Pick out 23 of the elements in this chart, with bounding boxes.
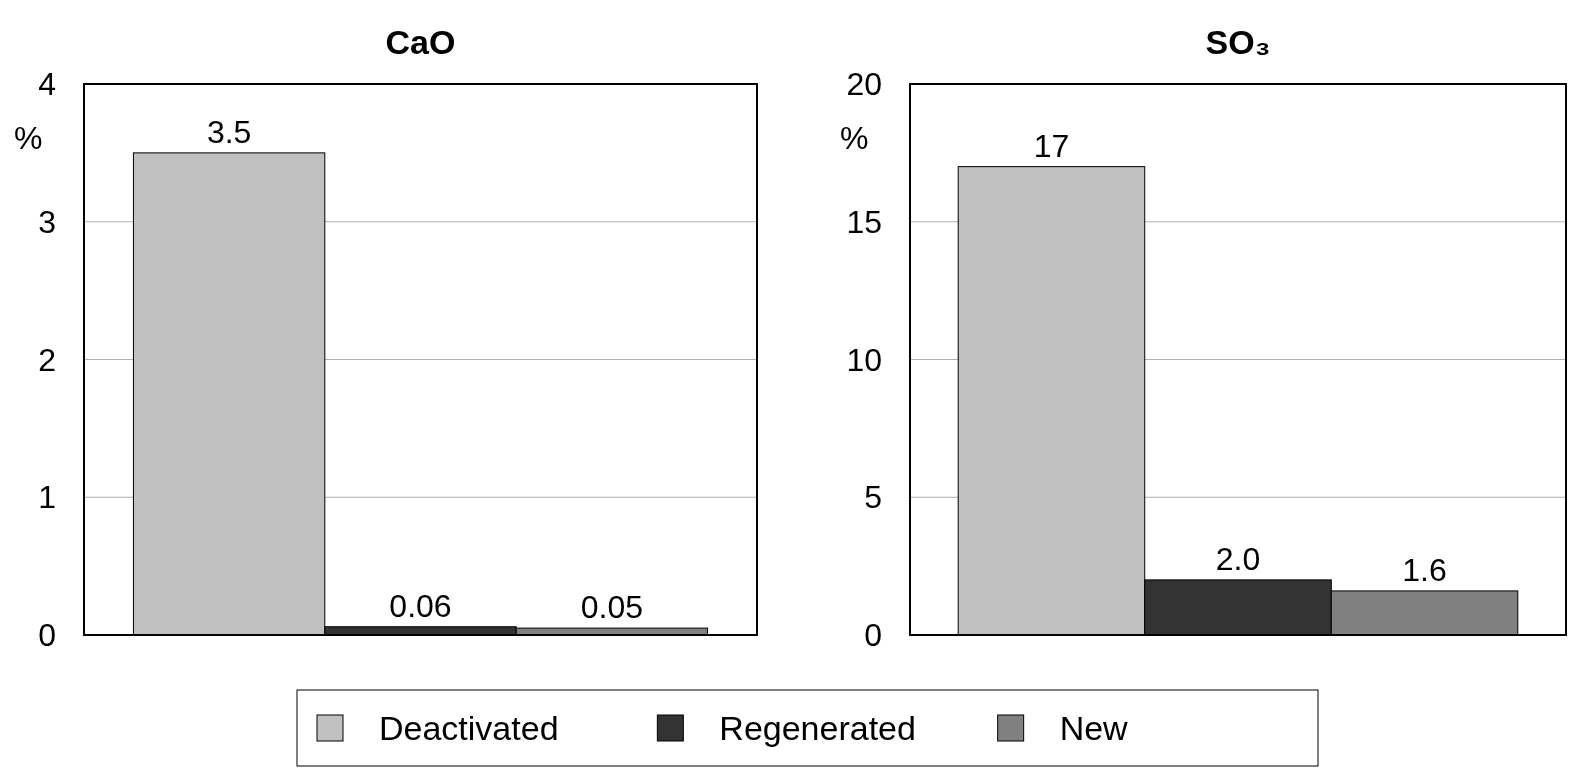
legend-label: Deactivated [379,708,559,747]
y-tick-label: 15 [846,203,882,240]
y-tick-label: 2 [38,341,56,378]
y-tick-label: 4 [38,66,56,103]
y-tick-label: 5 [864,479,882,516]
y-axis-title: % [14,120,43,156]
legend-label: Regenerated [719,708,916,747]
data-label: 0.05 [580,589,644,626]
y-tick-label: 10 [846,341,882,378]
data-label: 17 [1033,127,1070,164]
data-label: 3.5 [206,113,252,150]
y-tick-label: 3 [38,203,56,240]
y-tick-label: 20 [846,66,882,103]
data-label: 1.6 [1402,551,1447,588]
data-label: 0.06 [389,587,452,624]
chart-title: CaO [385,23,456,61]
y-tick-label: 0 [38,617,56,654]
y-tick-label: 0 [864,617,882,654]
y-tick-label: 1 [38,479,56,516]
chart-title: SO₃ [1205,23,1271,61]
legend-label: New [1059,708,1129,747]
y-axis-title: % [840,120,869,156]
data-label: 2.0 [1215,540,1261,577]
